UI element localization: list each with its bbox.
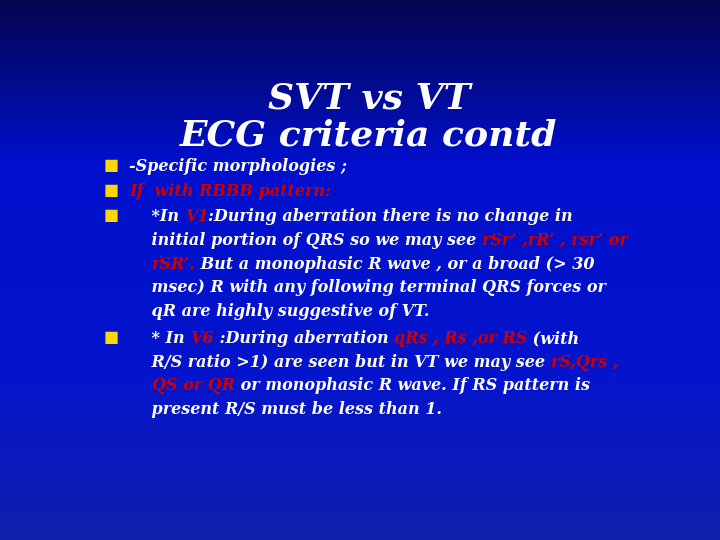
Text: ■: ■ — [104, 330, 119, 345]
Text: V1: V1 — [185, 208, 208, 225]
Text: rSR’.: rSR’. — [152, 255, 195, 273]
Text: R/S ratio >1) are seen but in VT we may see: R/S ratio >1) are seen but in VT we may … — [129, 354, 551, 371]
Text: ■: ■ — [104, 158, 119, 173]
Text: ■: ■ — [104, 208, 119, 223]
Text: qR are highly suggestive of VT.: qR are highly suggestive of VT. — [129, 303, 430, 320]
Text: SVT vs VT: SVT vs VT — [268, 82, 470, 116]
Text: initial portion of QRS so we may see: initial portion of QRS so we may see — [129, 232, 482, 249]
Text: * In: * In — [129, 330, 190, 347]
Text: If  with RBBB pattern:: If with RBBB pattern: — [129, 183, 331, 200]
Text: V6: V6 — [190, 330, 214, 347]
Text: But a monophasic R wave , or a broad (> 30: But a monophasic R wave , or a broad (> … — [195, 255, 595, 273]
Text: msec) R with any following terminal QRS forces or: msec) R with any following terminal QRS … — [129, 279, 606, 296]
Text: ■: ■ — [104, 183, 119, 198]
Text: :During aberration: :During aberration — [214, 330, 394, 347]
Text: or monophasic R wave. If RS pattern is: or monophasic R wave. If RS pattern is — [235, 377, 590, 395]
Text: :During aberration there is no change in: :During aberration there is no change in — [208, 208, 573, 225]
Text: *In: *In — [129, 208, 185, 225]
Text: QS or QR: QS or QR — [152, 377, 235, 395]
Text: -Specific morphologies ;: -Specific morphologies ; — [129, 158, 347, 176]
Text: ECG criteria contd: ECG criteria contd — [180, 119, 558, 153]
Text: rS,Qrs ,: rS,Qrs , — [551, 354, 618, 371]
Text: rSr’ ,rR’ , rsr’ or: rSr’ ,rR’ , rsr’ or — [482, 232, 628, 249]
Text: qRs , Rs ,or RS: qRs , Rs ,or RS — [394, 330, 527, 347]
Text: present R/S must be less than 1.: present R/S must be less than 1. — [129, 401, 442, 418]
Text: (with: (with — [527, 330, 580, 347]
